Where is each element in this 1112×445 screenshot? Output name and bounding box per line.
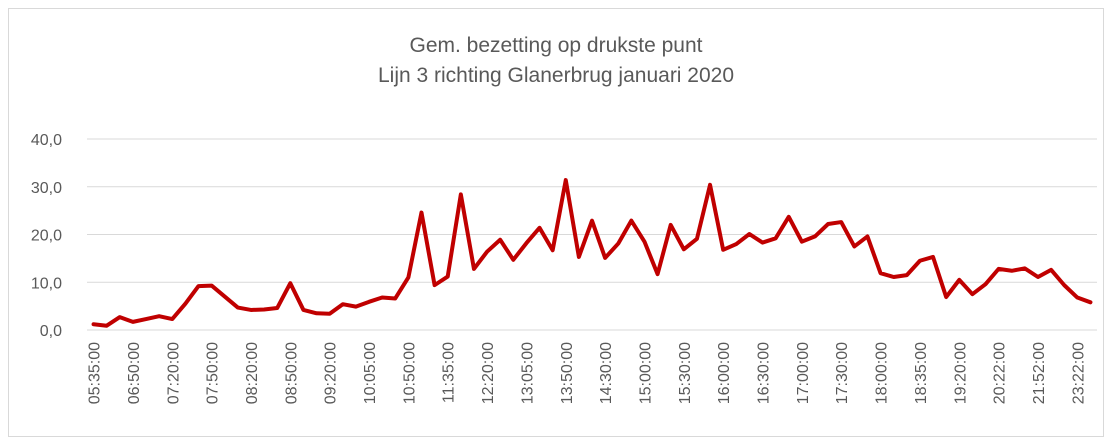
x-tick-label: 07:50:00: [205, 342, 222, 404]
x-tick-label: 12:20:00: [480, 342, 497, 404]
chart-title: Gem. bezetting op drukste punt: [409, 34, 702, 57]
x-tick-label: 13:05:00: [519, 342, 536, 404]
x-tick-label: 10:05:00: [362, 342, 379, 404]
y-tick-label: 20,0: [31, 228, 62, 245]
x-tick-label: 17:00:00: [795, 342, 812, 404]
x-tick-label: 20:22:00: [992, 342, 1009, 404]
x-tick-label: 08:20:00: [244, 342, 261, 404]
data-line: [91, 178, 1093, 328]
y-tick-label: 40,0: [31, 132, 62, 149]
y-tick-label: 30,0: [31, 180, 62, 197]
x-tick-label: 13:50:00: [559, 342, 576, 404]
x-tick-label: 15:00:00: [637, 342, 654, 404]
x-tick-label: 15:30:00: [677, 342, 694, 404]
x-tick-label: 23:22:00: [1070, 342, 1087, 404]
x-tick-label: 11:35:00: [441, 342, 458, 403]
x-tick-label: 14:30:00: [598, 342, 615, 404]
y-tick-label: 10,0: [31, 275, 62, 292]
chart-subtitle: Lijn 3 richting Glanerbrug januari 2020: [378, 64, 734, 87]
x-tick-label: 18:00:00: [874, 342, 891, 404]
x-tick-label: 05:35:00: [87, 342, 104, 404]
x-tick-label: 06:50:00: [126, 342, 143, 404]
x-tick-label: 17:30:00: [834, 342, 851, 404]
x-tick-label: 08:50:00: [283, 342, 300, 404]
x-tick-label: 16:30:00: [756, 342, 773, 404]
x-tick-label: 21:52:00: [1031, 342, 1048, 404]
y-tick-label: 0,0: [40, 323, 62, 340]
x-tick-label: 09:20:00: [323, 342, 340, 404]
x-tick-label: 18:35:00: [913, 342, 930, 404]
x-tick-label: 07:20:00: [165, 342, 182, 404]
x-tick-label: 10:50:00: [401, 342, 418, 404]
x-tick-label: 19:20:00: [952, 342, 969, 404]
x-tick-label: 16:00:00: [716, 342, 733, 404]
